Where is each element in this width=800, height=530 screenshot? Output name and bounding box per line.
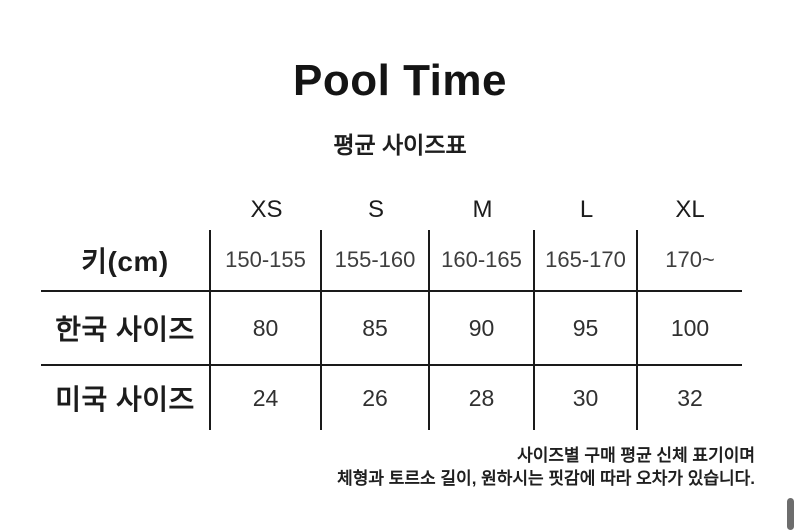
height-cell-s: 155-160 xyxy=(322,230,430,292)
page-subtitle: 평균 사이즈표 xyxy=(333,132,467,158)
size-disclaimer-line2: 체형과 토르소 길이, 원하시는 핏감에 따라 오차가 있습니다. xyxy=(337,469,755,488)
page-title: Pool Time xyxy=(293,56,507,105)
corner-cell xyxy=(41,189,211,230)
korean-size-cell-l: 95 xyxy=(535,292,638,366)
korean-size-cell-m: 90 xyxy=(430,292,535,366)
size-col-header-m: M xyxy=(472,195,493,223)
us-size-cell-xs: 24 xyxy=(211,366,322,430)
row-label-height: 키(cm) xyxy=(41,230,211,292)
vertical-scrollbar-thumb[interactable] xyxy=(787,498,794,530)
height-cell-l: 165-170 xyxy=(535,230,638,292)
size-disclaimer: 사이즈별 구매 평균 신체 표기이며 체형과 토르소 길이, 원하시는 핏감에 … xyxy=(337,444,755,490)
size-col-header-xl: XL xyxy=(675,195,705,223)
size-col-header-xs: XS xyxy=(250,195,283,223)
height-cell-m: 160-165 xyxy=(430,230,535,292)
row-label-us-size: 미국 사이즈 xyxy=(41,366,211,430)
korean-size-cell-xl: 100 xyxy=(638,292,742,366)
korean-size-cell-xs: 80 xyxy=(211,292,322,366)
us-size-cell-m: 28 xyxy=(430,366,535,430)
us-size-cell-s: 26 xyxy=(322,366,430,430)
korean-size-cell-s: 85 xyxy=(322,292,430,366)
us-size-cell-xl: 32 xyxy=(677,384,703,411)
size-col-header-s: S xyxy=(367,195,384,223)
height-cell-xl: 170~ xyxy=(638,230,742,292)
size-col-header-l: L xyxy=(579,195,594,223)
size-table: XS S M L XL 키(cm) 150-155 155-160 160-16… xyxy=(41,189,742,430)
height-cell-xs: 150-155 xyxy=(211,230,322,292)
size-disclaimer-line1: 사이즈별 구매 평균 신체 표기이며 xyxy=(517,446,755,465)
row-label-korean-size: 한국 사이즈 xyxy=(41,292,211,366)
us-size-cell-l: 30 xyxy=(535,366,638,430)
